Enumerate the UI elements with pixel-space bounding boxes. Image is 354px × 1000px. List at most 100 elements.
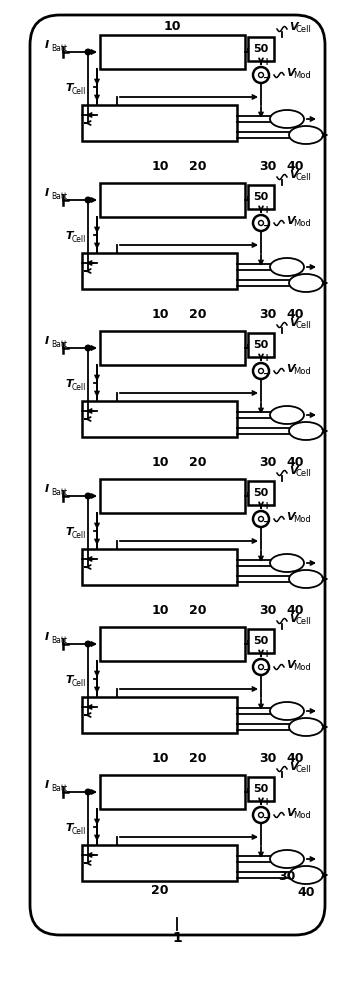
Text: T: T: [65, 675, 73, 685]
Text: 10: 10: [151, 159, 169, 172]
Text: Cell: Cell: [296, 321, 312, 330]
Text: V: V: [289, 614, 298, 624]
Text: 1: 1: [172, 931, 182, 945]
Bar: [248, 333, 274, 357]
Bar: [248, 37, 274, 61]
Text: −: −: [263, 221, 271, 231]
Text: 30: 30: [278, 869, 296, 882]
Text: T: T: [65, 527, 73, 537]
Text: T: T: [65, 231, 73, 241]
Text: 40: 40: [286, 308, 304, 320]
Text: T: T: [65, 379, 73, 389]
Text: Mod: Mod: [293, 367, 311, 376]
Text: Batt: Batt: [51, 636, 67, 645]
Text: V: V: [286, 364, 295, 374]
Text: Cell: Cell: [72, 234, 86, 243]
Text: I: I: [45, 40, 49, 50]
Ellipse shape: [270, 406, 304, 424]
Text: Cell: Cell: [72, 826, 86, 836]
Bar: [82, 105, 237, 141]
Ellipse shape: [270, 258, 304, 276]
Text: +: +: [263, 57, 271, 67]
Text: 20: 20: [189, 159, 207, 172]
Text: 30: 30: [259, 159, 277, 172]
Text: Mod: Mod: [293, 811, 311, 820]
Text: Cell: Cell: [296, 617, 312, 626]
Ellipse shape: [270, 110, 304, 128]
Text: 20: 20: [189, 308, 207, 320]
Circle shape: [85, 197, 91, 203]
Ellipse shape: [289, 422, 323, 440]
Text: 40: 40: [286, 752, 304, 764]
Text: I: I: [45, 188, 49, 198]
Bar: [248, 185, 274, 209]
Circle shape: [258, 73, 263, 78]
Text: Batt: Batt: [51, 488, 67, 497]
Bar: [82, 253, 237, 289]
Ellipse shape: [289, 718, 323, 736]
Bar: [248, 777, 274, 801]
Circle shape: [85, 49, 91, 55]
Ellipse shape: [270, 554, 304, 572]
Text: 50: 50: [253, 192, 269, 202]
Text: −: −: [263, 517, 271, 527]
Text: Cell: Cell: [296, 173, 312, 182]
FancyBboxPatch shape: [30, 15, 325, 935]
Text: 50: 50: [253, 44, 269, 54]
Text: 30: 30: [259, 752, 277, 764]
Circle shape: [253, 363, 269, 379]
Text: 10: 10: [151, 603, 169, 616]
Text: V: V: [286, 216, 295, 226]
Circle shape: [85, 641, 91, 647]
Bar: [100, 775, 245, 809]
Ellipse shape: [270, 850, 304, 868]
Text: Cell: Cell: [72, 678, 86, 688]
Text: V: V: [286, 808, 295, 818]
Text: 30: 30: [259, 308, 277, 320]
Text: 10: 10: [151, 456, 169, 468]
Text: 10: 10: [164, 20, 181, 33]
Text: Mod: Mod: [293, 219, 311, 228]
Text: Mod: Mod: [293, 663, 311, 672]
Text: V: V: [286, 660, 295, 670]
Bar: [100, 627, 245, 661]
Bar: [82, 549, 237, 585]
Circle shape: [258, 516, 263, 522]
Bar: [82, 845, 237, 881]
Text: V: V: [286, 68, 295, 78]
Text: 50: 50: [253, 784, 269, 794]
Bar: [100, 183, 245, 217]
Text: Batt: Batt: [51, 192, 67, 201]
Text: V: V: [289, 762, 298, 772]
Text: 40: 40: [286, 159, 304, 172]
Bar: [100, 479, 245, 513]
Bar: [248, 629, 274, 653]
Text: Cell: Cell: [296, 765, 312, 774]
Text: Cell: Cell: [296, 25, 312, 34]
Text: 50: 50: [253, 636, 269, 646]
Ellipse shape: [289, 866, 323, 884]
Text: 40: 40: [286, 456, 304, 468]
Ellipse shape: [289, 274, 323, 292]
Ellipse shape: [270, 702, 304, 720]
Text: 40: 40: [297, 886, 315, 898]
Text: Batt: Batt: [51, 44, 67, 53]
Circle shape: [258, 368, 263, 373]
Circle shape: [85, 493, 91, 499]
Text: +: +: [263, 353, 271, 363]
Circle shape: [258, 812, 263, 818]
Text: Cell: Cell: [72, 530, 86, 540]
Text: +: +: [263, 501, 271, 511]
Text: Batt: Batt: [51, 340, 67, 349]
Circle shape: [253, 807, 269, 823]
Text: 10: 10: [151, 308, 169, 320]
Text: −: −: [263, 665, 271, 675]
Text: Cell: Cell: [296, 469, 312, 478]
Circle shape: [85, 345, 91, 351]
Text: 20: 20: [189, 456, 207, 468]
Text: −: −: [263, 813, 271, 823]
Bar: [100, 331, 245, 365]
Text: T: T: [65, 83, 73, 93]
Ellipse shape: [289, 570, 323, 588]
Text: +: +: [263, 205, 271, 215]
